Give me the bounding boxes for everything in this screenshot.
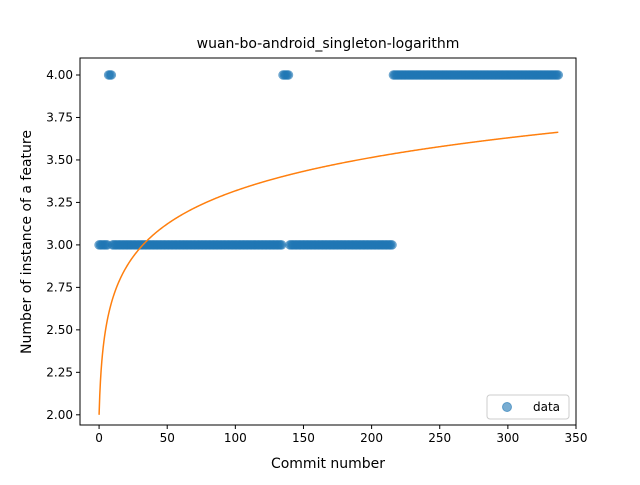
chart-title: wuan-bo-android_singleton-logarithm [197, 36, 460, 52]
y-tick-label: 3.00 [46, 238, 73, 252]
x-tick-label: 150 [292, 431, 315, 445]
data-point [106, 70, 117, 80]
legend-marker-data [502, 402, 512, 412]
legend-box [486, 394, 570, 420]
y-tick-label: 4.00 [46, 68, 73, 82]
legend: data [486, 394, 570, 420]
axes-frame [79, 57, 577, 426]
x-tick-label: 100 [224, 431, 247, 445]
data-point [276, 240, 287, 250]
y-tick-label: 3.25 [46, 195, 73, 209]
x-tick-label: 0 [95, 431, 103, 445]
data-point [553, 70, 564, 80]
y-tick-label: 2.75 [46, 280, 73, 294]
y-axis-label: Number of instance of a feature [19, 130, 35, 354]
y-tick-label: 2.00 [46, 408, 73, 422]
y-tick-label: 3.50 [46, 153, 73, 167]
x-tick-label: 50 [160, 431, 175, 445]
x-tick-label: 250 [428, 431, 451, 445]
y-tick-label: 2.25 [46, 365, 73, 379]
y-tick-label: 3.75 [46, 110, 73, 124]
y-axis-ticks: 2.00 2.25 2.50 2.75 3.00 3.25 3.50 3.75 4.00 [46, 68, 80, 422]
legend-label-data: data [533, 400, 560, 414]
fit-line [98, 131, 559, 415]
x-tick-label: 300 [496, 431, 519, 445]
x-axis-label: Commit number [271, 456, 385, 472]
x-tick-label: 350 [565, 431, 588, 445]
data-point [387, 240, 397, 250]
plot-area [94, 70, 564, 415]
data-point [283, 70, 294, 80]
y-tick-label: 2.50 [46, 323, 73, 337]
series-data [94, 70, 564, 250]
x-axis-ticks: 0 50 100 150 200 250 300 350 [95, 425, 587, 445]
x-tick-label: 200 [360, 431, 383, 445]
